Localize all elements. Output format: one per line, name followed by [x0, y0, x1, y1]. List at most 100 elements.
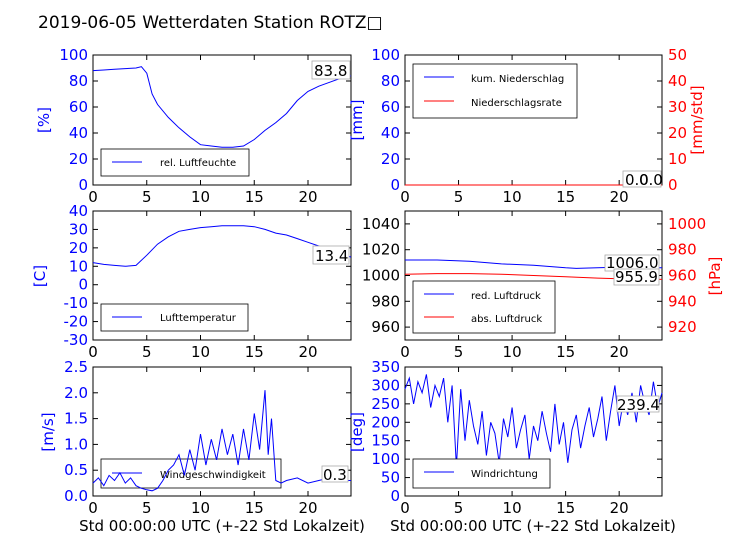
wind-direction-ytick-label: 350 [371, 358, 400, 376]
wind-direction-annotation-value: 239.4 [617, 396, 660, 414]
precip-ytick-label-right: 30 [668, 98, 687, 116]
humidity-ytick-label: 0 [78, 176, 88, 194]
wind-speed-ytick-label: 1.0 [64, 435, 88, 453]
temperature-ytick-label: -20 [64, 313, 89, 331]
precip-ytick-label-right: 20 [668, 124, 687, 142]
wind-direction-xtick-label: 10 [503, 499, 522, 517]
x-axis-label-left: Std 00:00:00 UTC (+-22 Std Lokalzeit) [79, 517, 365, 535]
pressure-xtick-label: 10 [503, 343, 522, 361]
wind-speed-ytick-label: 1.5 [64, 410, 88, 428]
wind-direction-ytick-label: 150 [371, 432, 400, 450]
humidity-ytick-label: 100 [59, 46, 88, 64]
humidity-legend-label: rel. Luftfeuchte [160, 158, 236, 169]
precip-xtick-label: 15 [556, 188, 575, 206]
pressure-legend-label-1: red. Luftdruck [471, 291, 541, 302]
precip-ytick-label-right: 10 [668, 150, 687, 168]
pressure-ytick-label-right: 980 [668, 241, 697, 259]
temperature-xtick-label: 10 [191, 343, 210, 361]
temperature-legend-label: Lufttemperatur [160, 313, 237, 324]
humidity-plot-frame [92, 54, 352, 186]
humidity-annotation-value: 83.8 [314, 62, 347, 80]
wind-speed-y-ticks: 0.0 0.5 1.0 1.5 2.0 2.5 [64, 358, 351, 505]
wind-direction-xtick-label: 5 [454, 499, 464, 517]
temperature-ytick-label: -30 [64, 331, 89, 349]
temperature-xtick-label: 15 [245, 343, 264, 361]
pressure-xtick-label: 20 [610, 343, 629, 361]
wind-direction-plot-frame [404, 366, 663, 497]
precip-ytick-label: 20 [381, 150, 400, 168]
wind-direction-legend-label: Windrichtung [471, 469, 538, 480]
temperature-ytick-label: 40 [69, 202, 88, 220]
wind-direction-series-line-1 [404, 374, 663, 467]
pressure-ylabel-right: [hPa] [706, 257, 724, 296]
precip-x-ticks: 0 5 10 15 20 [400, 55, 629, 206]
pressure-legend-label-2: abs. Luftdruck [471, 314, 542, 325]
wind-direction-x-ticks: 0 5 10 15 20 [400, 367, 629, 517]
wind-speed-xtick-label: 5 [142, 499, 152, 517]
precip-ytick-label: 80 [381, 72, 400, 90]
humidity-x-ticks: 0 5 10 15 20 [88, 55, 318, 206]
precip-legend: kum. Niederschlag Niederschlagsrate [412, 63, 578, 119]
precip-legend-label-1: kum. Niederschlag [471, 74, 564, 85]
pressure-ytick-label-right: 940 [668, 292, 697, 310]
precip-xtick-label: 5 [454, 188, 464, 206]
precip-ytick-label: 60 [381, 98, 400, 116]
precip-ytick-label-right: 40 [668, 72, 687, 90]
wind-speed-ytick-label: 2.5 [64, 358, 88, 376]
pressure-annotation: 1006.0 955.9 [604, 254, 660, 286]
pressure-annotation-value-2: 955.9 [615, 268, 658, 286]
temperature-series-line-1 [92, 225, 352, 267]
precip-xtick-label: 10 [503, 188, 522, 206]
humidity-ytick-label: 20 [69, 150, 88, 168]
wind-speed-series-line-1 [92, 390, 351, 492]
precip-ytick-label: 0 [390, 176, 400, 194]
wind-speed-plot-frame [92, 366, 352, 497]
humidity-ytick-label: 80 [69, 72, 88, 90]
temperature-xtick-label: 0 [88, 343, 98, 361]
temperature-ylabel: [C] [31, 265, 49, 287]
pressure-ytick-label: 960 [371, 318, 400, 336]
humidity-panel: [%] 0 20 40 60 80 100 0 5 10 15 20 rel. Luftfeuch… [35, 46, 352, 206]
wind-direction-xtick-label: 15 [556, 499, 575, 517]
temperature-legend: Lufttemperatur [100, 303, 249, 332]
temperature-annotation-value: 13.4 [315, 247, 348, 265]
pressure-xtick-label: 5 [454, 343, 464, 361]
wind-speed-xtick-label: 20 [298, 499, 317, 517]
wind-direction-ytick-label: 0 [390, 487, 400, 505]
precip-annotation-value-1: 0.0 [625, 171, 649, 189]
precip-ytick-label: 40 [381, 124, 400, 142]
precip-y-ticks: 0 20 40 60 80 100 [371, 46, 410, 194]
humidity-xtick-label: 20 [298, 188, 317, 206]
temperature-ytick-label: -10 [64, 294, 89, 312]
humidity-xtick-label: 10 [191, 188, 210, 206]
pressure-xtick-label: 0 [400, 343, 410, 361]
pressure-legend: red. Luftdruck abs. Luftdruck [412, 280, 556, 334]
precip-xtick-label: 0 [400, 188, 410, 206]
wind-speed-ytick-label: 0.5 [64, 461, 88, 479]
pressure-annotation-value-1: 1006.0 [606, 254, 659, 272]
precip-ytick-label-right: 50 [668, 46, 687, 64]
pressure-ytick-label: 1040 [362, 215, 400, 233]
precip-xtick-label: 20 [610, 188, 629, 206]
humidity-lines [92, 66, 352, 148]
wind-direction-ytick-label: 100 [371, 450, 400, 468]
figure-title: 2019-06-05 Wetterdaten Station ROTZ□ [38, 13, 383, 33]
pressure-y-ticks: 960 980 1000 1020 1040 [362, 215, 410, 336]
pressure-x-ticks: 0 5 10 15 20 [400, 211, 629, 361]
temperature-xtick-label: 20 [298, 343, 317, 361]
precip-ytick-label-right: 0 [668, 176, 678, 194]
precip-annotation-value-2: 0.0 [639, 171, 663, 189]
pressure-ytick-label: 1000 [362, 267, 400, 285]
wind-direction-ylabel: [deg] [348, 412, 366, 452]
wind-speed-ytick-label: 2.0 [64, 384, 88, 402]
humidity-legend: rel. Luftfeuchte [100, 148, 250, 177]
humidity-ylabel: [%] [35, 107, 53, 133]
humidity-xtick-label: 0 [88, 188, 98, 206]
pressure-y-ticks-right: 920 940 960 980 1000 [657, 215, 706, 336]
wind-speed-xtick-label: 0 [88, 499, 98, 517]
wind-speed-legend-label: Windgeschwindigkeit [160, 470, 266, 481]
